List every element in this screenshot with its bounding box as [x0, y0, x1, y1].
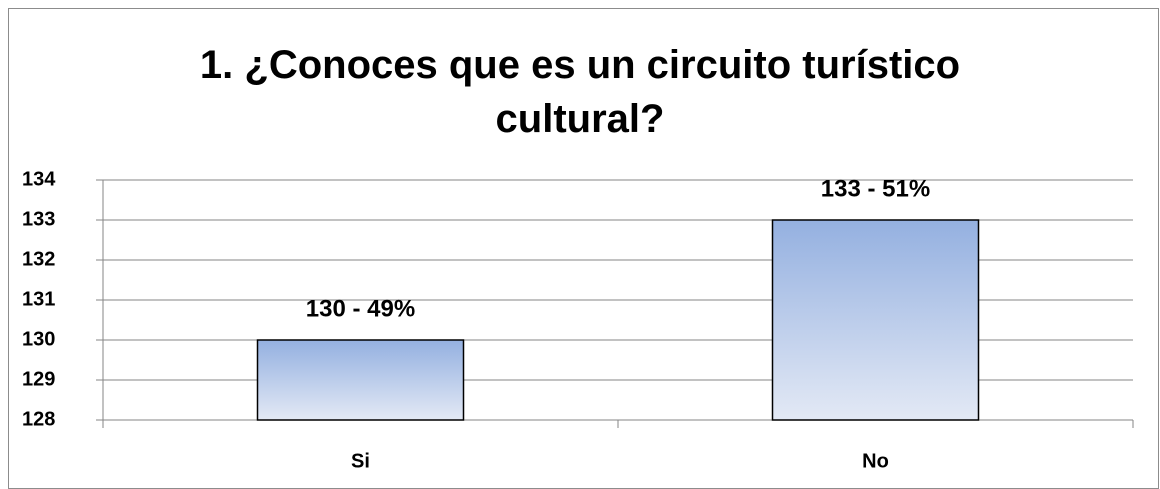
bar [256, 339, 465, 421]
y-tick-label: 129 [22, 368, 55, 390]
chart-title: 1. ¿Conoces que es un circuito turístico… [199, 43, 961, 141]
x-tick-label: No [862, 450, 889, 472]
y-tick-label: 130 [22, 328, 55, 350]
data-label: 130 - 49% [306, 295, 415, 322]
bar [771, 219, 980, 421]
y-tick-label: 133 [22, 208, 55, 230]
y-tick-label: 132 [22, 248, 55, 270]
y-tick-label: 128 [22, 408, 55, 430]
data-label: 133 - 51% [821, 175, 930, 202]
x-tick-label: Si [351, 450, 370, 472]
y-tick-label: 131 [22, 288, 55, 310]
y-tick-label: 134 [22, 168, 56, 190]
